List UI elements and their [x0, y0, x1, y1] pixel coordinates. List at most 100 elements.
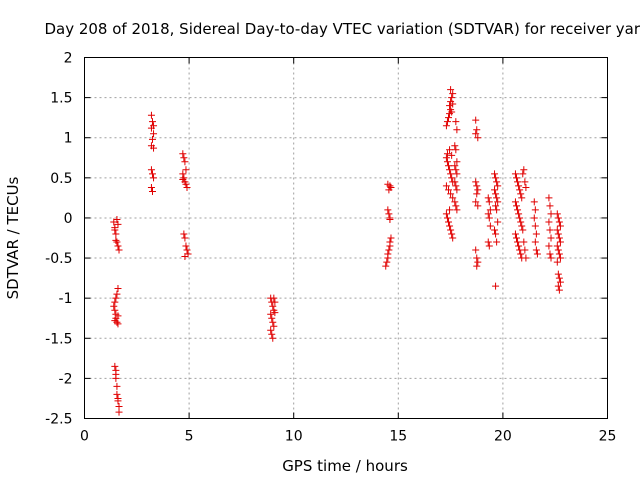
data-point — [113, 382, 121, 390]
data-point — [474, 202, 482, 210]
data-point — [442, 182, 450, 190]
data-point — [148, 135, 156, 143]
data-point — [519, 226, 527, 234]
data-point — [447, 190, 455, 198]
y-axis-label: SDTVAR / TECUs — [4, 176, 22, 299]
data-point — [555, 218, 563, 226]
data-point — [443, 158, 451, 166]
data-point — [269, 334, 277, 342]
data-point — [556, 222, 564, 230]
data-point — [511, 170, 519, 178]
data-point — [518, 222, 526, 230]
data-point — [494, 218, 502, 226]
data-point — [554, 270, 562, 278]
data-point — [485, 214, 493, 222]
data-point — [547, 210, 555, 218]
data-point — [517, 250, 525, 258]
data-point — [387, 183, 395, 191]
data-point — [182, 180, 190, 188]
data-point — [512, 234, 520, 242]
data-point — [452, 118, 460, 126]
data-point — [511, 198, 519, 206]
data-point — [492, 282, 500, 290]
data-point — [148, 187, 156, 195]
data-point — [447, 86, 455, 94]
data-point — [113, 290, 121, 298]
data-point — [382, 262, 390, 270]
data-point — [385, 246, 393, 254]
data-point — [555, 234, 563, 242]
data-point — [511, 230, 519, 238]
data-point — [553, 210, 561, 218]
grid — [84, 57, 608, 419]
data-point — [449, 194, 457, 202]
data-point — [533, 250, 541, 258]
data-point — [474, 186, 482, 194]
data-point — [473, 182, 481, 190]
data-point — [491, 186, 499, 194]
data-point — [485, 242, 493, 250]
data-point — [114, 242, 122, 250]
data-point — [384, 206, 392, 214]
data-point — [520, 166, 528, 174]
data-point — [150, 122, 158, 130]
data-point — [442, 154, 450, 162]
data-point — [150, 174, 158, 182]
y-tick-label: 2 — [64, 51, 73, 67]
data-point — [147, 111, 155, 119]
data-point — [521, 246, 529, 254]
data-point — [514, 238, 522, 246]
data-point — [148, 170, 156, 178]
data-point — [532, 230, 540, 238]
data-point — [114, 320, 122, 328]
data-point — [448, 174, 456, 182]
data-point — [115, 408, 123, 416]
data-point — [113, 238, 121, 246]
data-point — [446, 146, 454, 154]
data-point — [447, 170, 455, 178]
data-point — [447, 226, 455, 234]
data-point — [546, 250, 554, 258]
data-point — [515, 242, 523, 250]
data-point — [484, 194, 492, 202]
data-point — [512, 202, 520, 210]
data-point — [545, 194, 553, 202]
data-point — [384, 180, 392, 188]
data-point — [514, 206, 522, 214]
data-point — [553, 242, 561, 250]
data-point — [531, 222, 539, 230]
data-point — [183, 183, 191, 191]
data-point — [474, 258, 482, 266]
data-point — [449, 100, 457, 108]
data-point — [451, 142, 459, 150]
data-point — [385, 210, 393, 218]
data-point — [520, 238, 528, 246]
data-point — [473, 126, 481, 134]
data-point — [148, 118, 156, 126]
data-point — [442, 122, 450, 130]
data-point — [555, 286, 563, 294]
data-point — [493, 206, 501, 214]
data-point — [183, 246, 191, 254]
data-point — [112, 230, 120, 238]
data-point — [545, 242, 553, 250]
x-axis-label: GPS time / hours — [282, 457, 408, 475]
data-point — [271, 298, 279, 306]
data-point — [383, 258, 391, 266]
data-point — [472, 198, 480, 206]
data-point — [555, 274, 563, 282]
data-point — [472, 116, 480, 124]
data-point — [181, 252, 189, 260]
data-point — [443, 150, 451, 158]
data-point — [182, 166, 190, 174]
y-tick-label: 1.5 — [50, 91, 72, 107]
data-point — [113, 390, 121, 398]
data-point — [554, 246, 562, 254]
data-point — [493, 238, 501, 246]
data-point — [473, 254, 481, 262]
data-point — [493, 178, 501, 186]
data-point — [547, 254, 555, 262]
data-point — [446, 222, 454, 230]
x-axis: 0 5 10 15 20 25 — [80, 57, 616, 445]
